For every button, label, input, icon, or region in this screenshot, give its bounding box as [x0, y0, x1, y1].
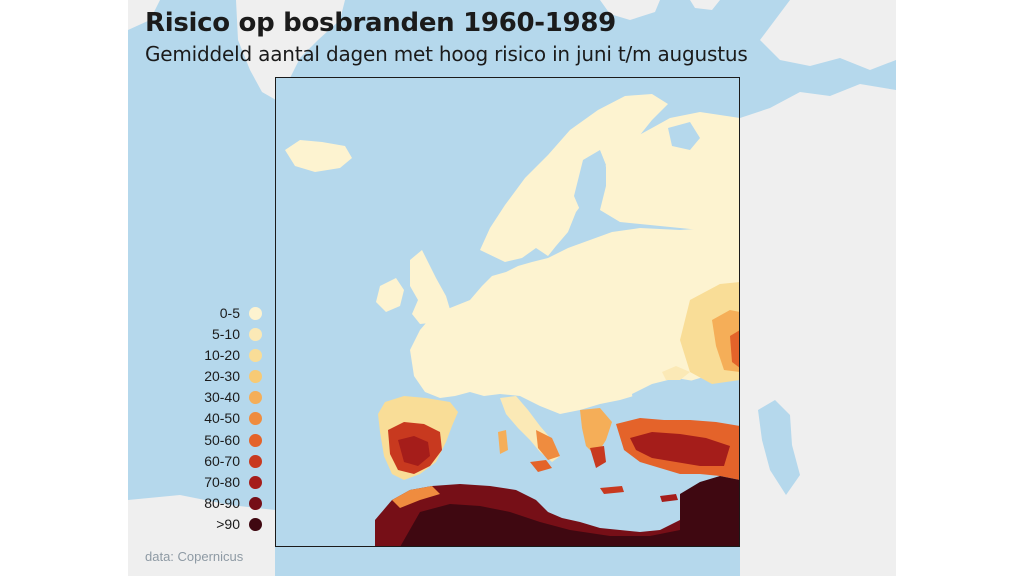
- legend-item: 0-5: [196, 304, 268, 325]
- legend-item: 80-90: [196, 494, 268, 515]
- legend-swatch: [249, 391, 262, 405]
- scandinavia: [480, 94, 668, 262]
- legend-swatch: [249, 307, 262, 320]
- legend-label: 0-5: [219, 305, 240, 321]
- legend-swatch: [249, 328, 262, 342]
- sicily: [530, 460, 552, 472]
- great-britain: [410, 250, 452, 324]
- iceland: [285, 140, 352, 172]
- legend-label: 5-10: [211, 326, 240, 343]
- legend-label: 50-60: [204, 431, 240, 448]
- greece: [580, 408, 612, 456]
- source-note: data: Copernicus: [145, 549, 244, 564]
- italy-south-risk: [536, 430, 560, 460]
- north-america-land: [128, 0, 160, 30]
- legend-label: 20-30: [204, 368, 240, 385]
- legend-item: 40-50: [196, 409, 268, 430]
- middle-east: [680, 476, 740, 547]
- legend-label: 10-20: [204, 347, 240, 364]
- legend-label: 70-80: [204, 473, 240, 490]
- legend-item: >90: [196, 515, 268, 536]
- crete: [600, 486, 624, 494]
- iberia-very-high-risk: [398, 436, 430, 466]
- legend-swatch: [249, 496, 262, 510]
- arctic-islands: [600, 0, 720, 20]
- legend-label: 40-50: [204, 410, 240, 427]
- north-africa-core: [400, 504, 680, 547]
- continental-europe: [410, 228, 740, 414]
- cyprus: [660, 494, 678, 502]
- finland-nw-russia: [600, 112, 740, 230]
- legend-swatch: [249, 349, 262, 363]
- sardinia: [498, 430, 508, 454]
- russia-outer-land: [740, 84, 896, 576]
- legend-swatch: [249, 517, 262, 531]
- legend-item: 50-60: [196, 431, 268, 452]
- legend-label: >90: [216, 515, 240, 532]
- legend-item: 60-70: [196, 452, 268, 473]
- gulf-of-bothnia: [574, 150, 606, 210]
- legend-swatch: [249, 454, 262, 468]
- legend-item: 30-40: [196, 388, 268, 409]
- chart-subtitle: Gemiddeld aantal dagen met hoog risico i…: [145, 42, 748, 66]
- legend-item: 10-20: [196, 346, 268, 367]
- legend-swatch: [249, 433, 262, 447]
- legend-item: 5-10: [196, 325, 268, 346]
- legend-swatch: [249, 412, 262, 426]
- greenland-land: [236, 0, 345, 100]
- arctic-coast-outer: [760, 0, 896, 70]
- white-sea: [668, 122, 700, 150]
- legend-swatch: [249, 370, 262, 384]
- crimea: [662, 366, 690, 380]
- caspian-sea: [758, 400, 800, 495]
- legend-item: 70-80: [196, 473, 268, 494]
- africa-outer-land: [128, 495, 275, 576]
- ireland: [376, 278, 404, 312]
- legend-label: 30-40: [204, 389, 240, 406]
- legend-item: 20-30: [196, 367, 268, 388]
- legend-label: 60-70: [204, 452, 240, 469]
- anatolia-high: [630, 432, 730, 466]
- map-frame: [275, 77, 740, 547]
- legend-swatch: [249, 475, 262, 489]
- legend: 0-5 5-10 10-20 20-30 30-40 40-50 50-60 60-70 70-…: [196, 304, 268, 536]
- east-steppe-risk-3: [730, 330, 740, 368]
- chart-title: Risico op bosbranden 1960-1989: [145, 8, 616, 38]
- greece-south: [590, 446, 606, 468]
- legend-label: 80-90: [204, 494, 240, 511]
- north-africa-coast: [392, 486, 440, 508]
- black-sea: [632, 378, 712, 416]
